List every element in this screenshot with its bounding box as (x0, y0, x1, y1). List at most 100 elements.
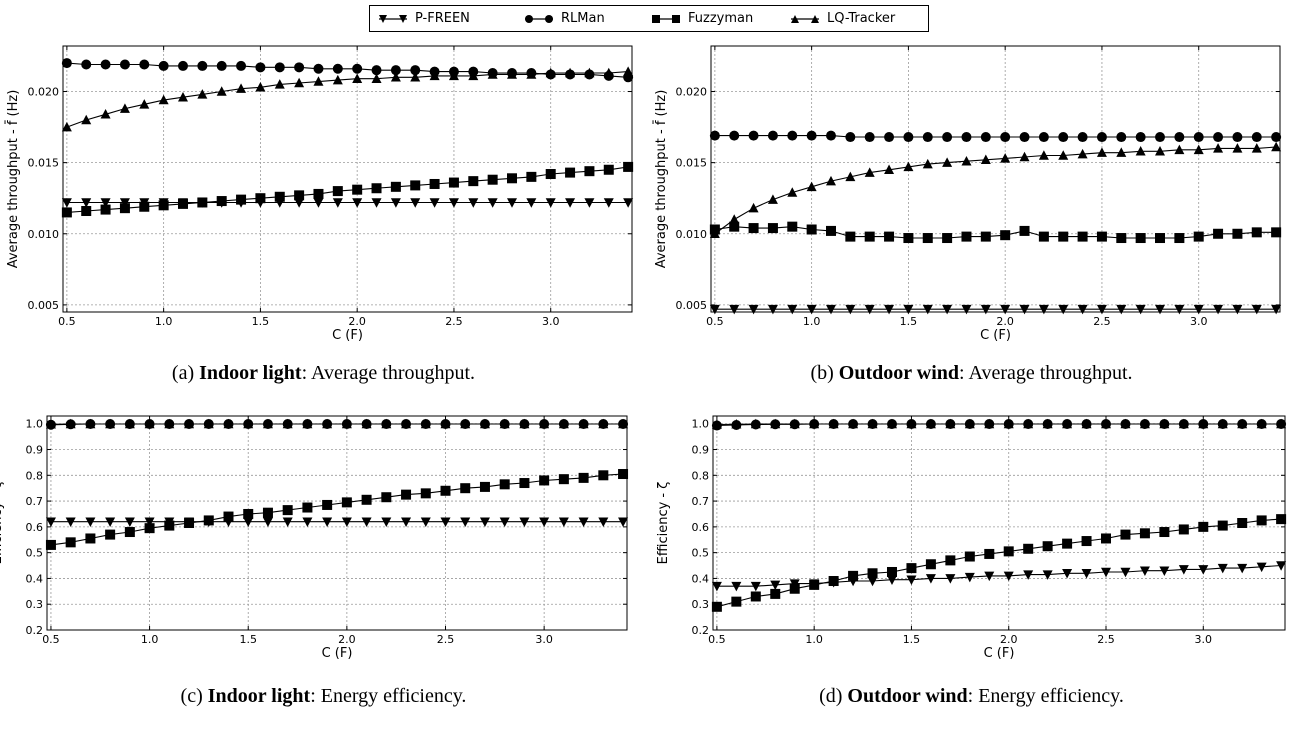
data-point (826, 131, 836, 141)
y-tick-label: 0.010 (28, 228, 60, 241)
data-point (809, 580, 819, 590)
data-point (145, 523, 155, 533)
data-point (1174, 233, 1184, 243)
data-point (926, 559, 936, 569)
data-point (1043, 541, 1053, 551)
data-point (906, 563, 916, 573)
data-point (159, 200, 169, 210)
data-point (421, 488, 431, 498)
data-point (263, 508, 273, 518)
caption-c-bold: Indoor light (208, 685, 310, 707)
x-tick-label: 1.0 (141, 633, 159, 646)
triangle-up-icon (791, 12, 819, 26)
plot-area (47, 416, 627, 630)
legend-label-rlman: RLMan (561, 11, 605, 26)
data-point (984, 549, 994, 559)
y-axis-label: Average throughput - f̄ (Hz) (654, 90, 669, 269)
data-point (275, 192, 285, 202)
x-tick-label: 0.5 (706, 315, 724, 328)
y-tick-label: 0.020 (28, 86, 60, 99)
y-tick-label: 0.3 (692, 598, 710, 611)
data-point (1257, 515, 1267, 525)
data-point (1136, 233, 1146, 243)
data-point (942, 233, 952, 243)
data-point (1213, 229, 1223, 239)
data-point (139, 202, 149, 212)
y-tick-label: 0.3 (26, 598, 44, 611)
caption-d-prefix: (d) (819, 685, 847, 707)
data-point (961, 232, 971, 242)
caption-b-prefix: (b) (810, 362, 838, 384)
x-tick-label: 2.5 (1097, 633, 1115, 646)
data-point (217, 61, 227, 71)
plot-area (711, 46, 1280, 312)
data-point (731, 597, 741, 607)
caption-a-rest: : Average throughput. (302, 362, 475, 384)
data-point (1194, 132, 1204, 142)
x-axis-label: C (F) (984, 646, 1015, 661)
data-point (342, 497, 352, 507)
data-point (559, 474, 569, 484)
data-point (352, 185, 362, 195)
data-point (1136, 132, 1146, 142)
data-point (294, 190, 304, 200)
data-point (391, 182, 401, 192)
data-point (178, 61, 188, 71)
data-point (1023, 544, 1033, 554)
caption-a-bold: Indoor light (199, 362, 301, 384)
y-tick-label: 0.4 (692, 572, 710, 585)
data-point (729, 131, 739, 141)
data-point (598, 470, 608, 480)
data-point (500, 479, 510, 489)
y-axis-label: Efficiency - ζ (0, 482, 5, 565)
y-tick-label: 0.8 (692, 469, 710, 482)
data-point (923, 233, 933, 243)
data-point (848, 571, 858, 581)
caption-c: (c) Indoor light: Energy efficiency. (0, 685, 647, 708)
data-point (1179, 524, 1189, 534)
data-point (468, 176, 478, 186)
data-point (275, 62, 285, 72)
x-tick-label: 1.5 (252, 315, 270, 328)
data-point (1058, 232, 1068, 242)
data-point (441, 486, 451, 496)
x-tick-label: 2.0 (1000, 633, 1018, 646)
y-tick-label: 0.7 (26, 495, 44, 508)
data-point (519, 478, 529, 488)
data-point (1252, 132, 1262, 142)
data-point (313, 64, 323, 74)
data-point (236, 195, 246, 205)
data-point (1159, 527, 1169, 537)
x-tick-label: 2.5 (445, 315, 463, 328)
data-point (787, 131, 797, 141)
data-point (1174, 132, 1184, 142)
data-point (749, 223, 759, 233)
data-point (1097, 232, 1107, 242)
data-point (807, 224, 817, 234)
y-tick-label: 0.5 (692, 547, 710, 560)
caption-a-prefix: (a) (172, 362, 199, 384)
x-tick-label: 3.0 (542, 315, 560, 328)
y-tick-label: 1.0 (692, 418, 710, 431)
data-point (255, 193, 265, 203)
data-point (790, 584, 800, 594)
x-tick-label: 0.5 (708, 633, 726, 646)
x-tick-label: 0.5 (42, 633, 60, 646)
data-point (184, 518, 194, 528)
data-point (768, 131, 778, 141)
data-point (294, 62, 304, 72)
y-tick-label: 0.2 (26, 624, 44, 637)
y-tick-label: 0.8 (26, 469, 44, 482)
data-point (197, 61, 207, 71)
data-point (887, 567, 897, 577)
data-point (749, 131, 759, 141)
data-point (1004, 546, 1014, 556)
data-point (178, 199, 188, 209)
y-axis-label: Efficiency - ζ (656, 482, 671, 565)
x-tick-label: 1.0 (805, 633, 823, 646)
data-point (1000, 132, 1010, 142)
